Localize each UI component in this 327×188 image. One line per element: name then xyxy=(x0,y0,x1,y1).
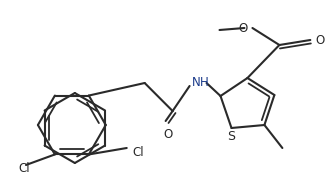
Text: N: N xyxy=(192,77,200,89)
Text: O: O xyxy=(163,128,172,141)
Text: O: O xyxy=(238,21,248,35)
Text: H: H xyxy=(199,77,208,89)
Text: S: S xyxy=(228,130,235,143)
Text: Cl: Cl xyxy=(133,146,144,158)
Text: Cl: Cl xyxy=(18,161,29,174)
Text: O: O xyxy=(315,33,325,46)
